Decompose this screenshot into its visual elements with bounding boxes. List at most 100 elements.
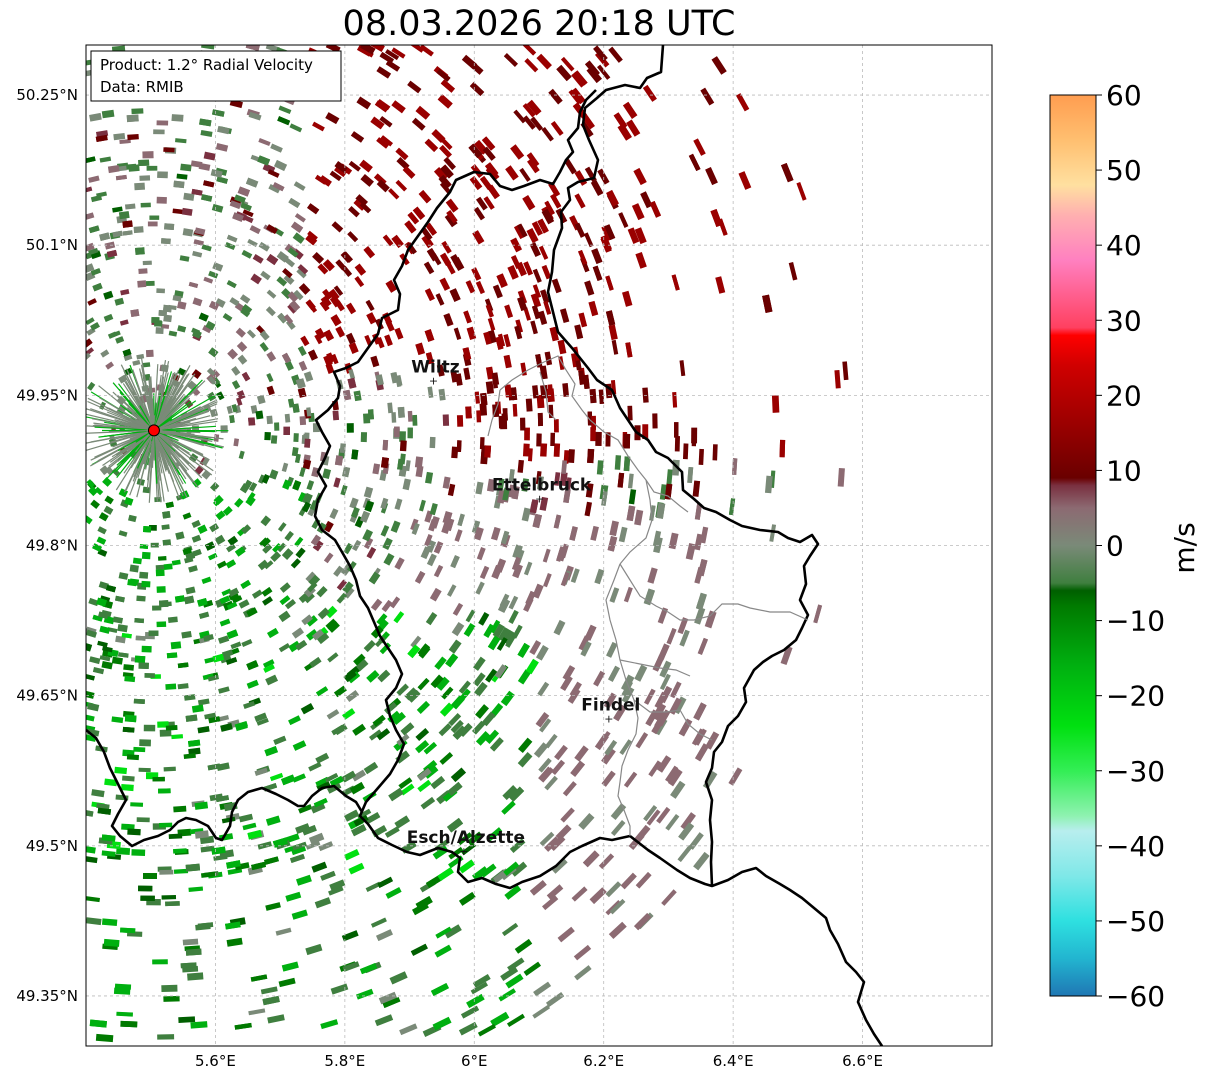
radar-echo-cell [728, 498, 736, 516]
radar-echo-cell [537, 681, 550, 697]
radar-echo-cell [342, 389, 352, 401]
radar-echo-cell [376, 66, 392, 79]
radar-echo-cell [512, 544, 523, 559]
radar-echo-cell [571, 71, 586, 88]
radar-echo-cell [99, 655, 111, 662]
radar-echo-cell [376, 336, 385, 349]
radar-echo-cell [425, 612, 438, 626]
city-plus-icon: + [429, 374, 438, 387]
radar-echo-cell [390, 372, 398, 384]
radar-echo-cell [140, 895, 155, 901]
radar-echo-cell [238, 599, 250, 609]
radar-echo-cell [443, 313, 454, 327]
near-site-echo [132, 371, 155, 431]
radar-echo-cell [262, 659, 275, 668]
radar-echo-cell [156, 586, 166, 593]
radar-echo-cell [86, 714, 95, 722]
radar-echo-cell [276, 276, 288, 287]
radar-echo-cell [341, 930, 359, 942]
radar-echo-cell [510, 255, 522, 270]
radar-echo-cell [360, 173, 374, 187]
radar-echo-cell [457, 513, 465, 527]
radar-echo-cell [281, 548, 294, 560]
radar-echo-cell [171, 114, 184, 122]
radar-echo-cell [584, 280, 595, 296]
radar-echo-cell [251, 861, 267, 871]
radar-echo-cell [424, 288, 435, 301]
radar-echo-cell [385, 887, 402, 899]
radar-echo-cell [292, 232, 305, 244]
radar-echo-cell [425, 222, 437, 236]
radar-echo-cell [366, 312, 377, 325]
radar-echo-cell [393, 611, 405, 624]
radar-echo-cell [670, 780, 686, 799]
radar-echo-cell [578, 370, 585, 385]
radar-echo-cell [173, 805, 187, 813]
radar-echo-cell [276, 251, 289, 263]
radar-site-marker [147, 424, 160, 437]
radar-echo-cell [617, 472, 625, 488]
radar-echo-cell [551, 858, 568, 874]
radar-echo-cell [334, 161, 348, 173]
radar-echo-cell [842, 361, 849, 381]
radar-echo-cell [628, 489, 637, 505]
radar-echo-cell [388, 188, 400, 200]
radar-echo-cell [114, 766, 128, 775]
radar-echo-cell [455, 373, 463, 386]
radar-echo-cell [550, 193, 562, 209]
near-site-echo [104, 429, 154, 437]
radar-echo-cell [87, 702, 100, 712]
radar-echo-cell [565, 477, 572, 492]
radar-echo-cell [165, 501, 174, 509]
radar-echo-cell [400, 722, 415, 736]
radar-echo-cell [438, 174, 452, 189]
radar-echo-cell [380, 525, 390, 537]
radar-echo-cell [532, 1004, 551, 1019]
radar-echo-cell [466, 326, 477, 340]
radar-echo-cell [399, 431, 406, 442]
radar-echo-cell [240, 202, 252, 212]
radar-echo-cell [611, 339, 619, 355]
radar-echo-cell [162, 539, 172, 546]
radar-echo-cell [415, 465, 424, 478]
radar-echo-cell [834, 369, 841, 389]
radar-echo-cell [284, 413, 291, 423]
radar-echo-cell [533, 742, 549, 758]
radar-echo-cell [264, 856, 279, 865]
radar-echo-cell [278, 977, 296, 988]
radar-echo-cell [606, 189, 620, 207]
radar-echo-cell [298, 804, 313, 814]
radar-echo-cell [303, 492, 313, 504]
radar-echo-cell [574, 965, 592, 981]
radar-echo-cell [345, 332, 356, 345]
radar-echo-cell [282, 268, 293, 278]
data-source-label: Data: RMIB [100, 78, 184, 96]
radar-echo-cell [293, 181, 306, 191]
radar-echo-cell [583, 232, 594, 248]
radar-echo-cell [111, 656, 123, 665]
radar-echo-cell [293, 433, 299, 443]
radar-echo-cell [597, 64, 611, 80]
radar-echo-cell [678, 718, 693, 737]
radar-echo-cell [141, 551, 151, 560]
radar-echo-cell [715, 276, 726, 294]
radar-echo-cell [289, 300, 301, 312]
radar-echo-cell [180, 163, 192, 172]
radar-echo-cell [372, 714, 386, 727]
radar-echo-cell [197, 597, 208, 607]
radar-echo-cell [299, 467, 306, 477]
city-marker: +Wiltz [411, 357, 460, 387]
radar-echo-cell [98, 512, 109, 522]
radar-echo-cell [187, 972, 204, 981]
radar-echo-cell [370, 598, 383, 611]
radar-echo-cell [201, 45, 215, 50]
radar-echo-cell [299, 416, 307, 426]
radar-echo-cell [394, 815, 411, 829]
radar-echo-cell [325, 618, 338, 630]
radar-echo-cell [601, 491, 608, 506]
radar-echo-cell [618, 526, 628, 543]
radar-echo-cell [435, 926, 452, 939]
radar-echo-cell [155, 327, 164, 335]
radar-echo-cell [613, 704, 627, 722]
radar-echo-cell [181, 207, 193, 216]
